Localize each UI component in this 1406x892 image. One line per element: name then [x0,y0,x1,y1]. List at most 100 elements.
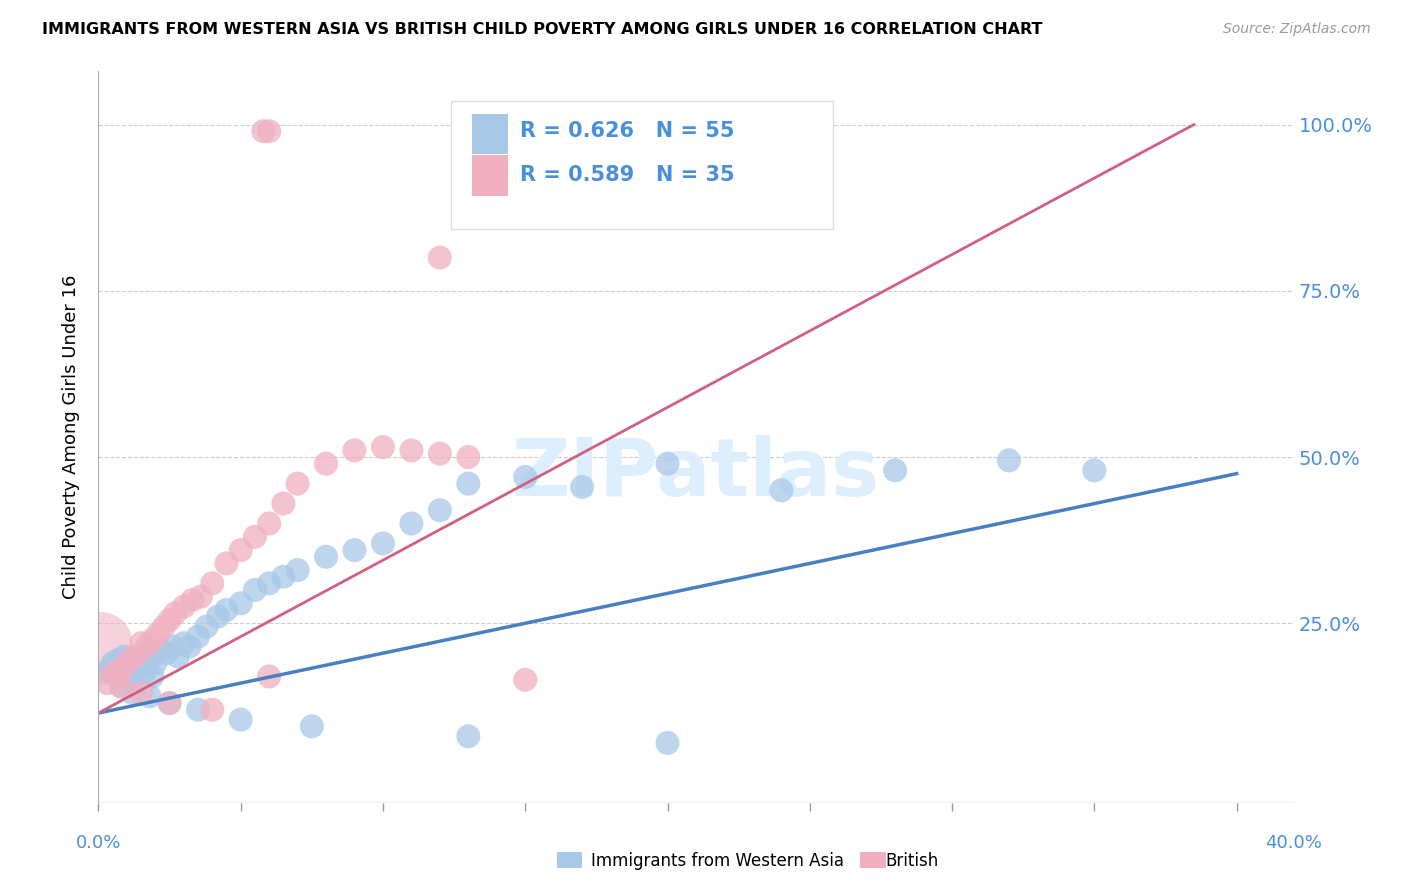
Point [110,669,132,683]
Point [252,124,274,138]
Point [107,669,129,683]
Point [257,124,280,138]
Point [998,453,1021,467]
Point [515,673,537,687]
Bar [860,852,886,868]
Text: IMMIGRANTS FROM WESTERN ASIA VS BRITISH CHILD POVERTY AMONG GIRLS UNDER 16 CORRE: IMMIGRANTS FROM WESTERN ASIA VS BRITISH … [42,22,1043,37]
Point [343,543,366,558]
Point [457,450,479,464]
Text: R = 0.589   N = 35: R = 0.589 N = 35 [520,165,735,185]
Point [96,676,118,690]
Point [167,649,190,664]
Text: R = 0.626   N = 55: R = 0.626 N = 55 [520,121,735,141]
Point [127,663,149,677]
Point [104,659,127,673]
FancyBboxPatch shape [472,155,509,195]
Point [90,636,112,650]
Point [179,640,201,654]
Point [187,630,209,644]
Point [429,447,451,461]
Point [138,653,160,667]
Point [159,696,181,710]
Point [401,443,423,458]
Point [657,736,679,750]
Point [129,636,152,650]
Point [138,690,160,704]
Point [141,632,163,647]
Point [515,470,537,484]
Point [143,656,166,670]
Point [181,593,204,607]
Point [153,619,176,633]
Point [301,719,323,733]
Point [287,563,309,577]
Point [215,557,238,571]
Bar [557,852,582,868]
Point [159,613,181,627]
Point [148,626,170,640]
Point [273,497,295,511]
Point [657,457,679,471]
Point [150,643,173,657]
Point [112,659,135,673]
Point [315,457,337,471]
Point [129,649,152,664]
Point [135,640,157,654]
Point [257,576,280,591]
Point [121,673,143,687]
Point [243,530,266,544]
Point [101,656,124,670]
Point [141,669,163,683]
Point [135,659,157,673]
Point [457,476,479,491]
Text: Immigrants from Western Asia: Immigrants from Western Asia [591,852,844,870]
Point [770,483,793,498]
Point [121,686,143,700]
Point [201,576,224,591]
Point [129,686,152,700]
Point [173,636,195,650]
Point [429,251,451,265]
Point [429,503,451,517]
Point [173,599,195,614]
Point [371,440,394,454]
Point [884,463,907,477]
Point [118,659,141,673]
Point [93,666,115,681]
Point [124,649,146,664]
Text: 40.0%: 40.0% [1265,834,1322,852]
FancyBboxPatch shape [451,101,834,228]
Point [257,516,280,531]
Text: ZIPatlas: ZIPatlas [512,434,880,513]
Point [118,653,141,667]
Point [215,603,238,617]
Point [229,713,252,727]
Point [207,609,229,624]
Point [98,663,121,677]
Point [201,703,224,717]
Point [287,476,309,491]
Text: British: British [886,852,939,870]
Point [457,729,479,743]
Point [159,696,181,710]
Text: 0.0%: 0.0% [76,834,121,852]
Point [1083,463,1105,477]
Text: Source: ZipAtlas.com: Source: ZipAtlas.com [1223,22,1371,37]
Point [132,666,155,681]
Point [243,582,266,597]
Point [112,649,135,664]
Point [124,656,146,670]
Point [571,480,593,494]
Point [273,570,295,584]
Point [401,516,423,531]
Point [315,549,337,564]
Point [229,543,252,558]
Point [257,669,280,683]
Point [229,596,252,610]
Point [115,666,138,681]
Point [165,607,187,621]
Point [371,536,394,550]
Point [190,590,212,604]
FancyBboxPatch shape [472,114,509,154]
Point [156,646,179,660]
